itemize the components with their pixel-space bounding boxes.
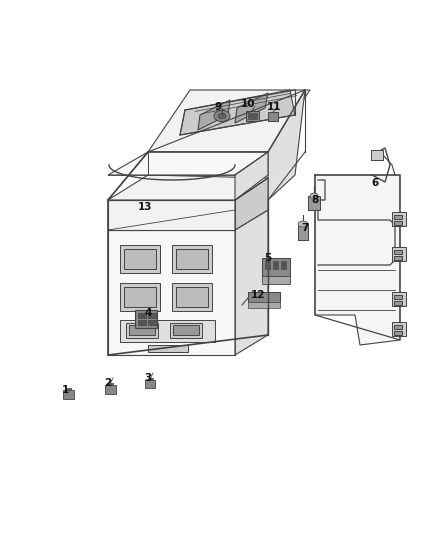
Bar bbox=[124, 287, 156, 307]
Bar bbox=[394, 331, 402, 335]
Text: 1: 1 bbox=[61, 385, 69, 395]
Polygon shape bbox=[235, 93, 268, 123]
Bar bbox=[394, 250, 402, 254]
Bar bbox=[176, 287, 208, 307]
Text: 7: 7 bbox=[301, 223, 309, 233]
Bar bbox=[105, 385, 116, 394]
Bar bbox=[135, 310, 157, 328]
Polygon shape bbox=[315, 175, 400, 345]
Bar bbox=[120, 320, 215, 342]
Ellipse shape bbox=[298, 221, 308, 227]
Bar bbox=[172, 245, 212, 273]
Bar bbox=[108, 383, 113, 385]
Bar bbox=[248, 302, 280, 308]
Bar bbox=[371, 150, 383, 160]
Bar bbox=[262, 258, 290, 276]
Bar bbox=[392, 247, 406, 261]
Bar bbox=[392, 322, 406, 336]
Text: 13: 13 bbox=[138, 202, 152, 212]
Bar bbox=[172, 283, 212, 311]
Ellipse shape bbox=[214, 110, 230, 122]
Bar bbox=[138, 320, 146, 325]
Bar bbox=[170, 323, 202, 338]
Bar bbox=[148, 378, 153, 380]
Bar bbox=[253, 113, 257, 119]
Bar bbox=[308, 196, 320, 210]
Text: 4: 4 bbox=[144, 308, 152, 318]
Bar bbox=[176, 249, 208, 269]
Ellipse shape bbox=[218, 113, 226, 119]
Polygon shape bbox=[108, 175, 268, 200]
Bar bbox=[273, 261, 278, 269]
Bar bbox=[145, 380, 155, 388]
Bar bbox=[138, 313, 146, 318]
Bar bbox=[394, 295, 402, 299]
Bar bbox=[392, 292, 406, 306]
Bar bbox=[394, 325, 402, 329]
Bar bbox=[148, 345, 188, 352]
Bar bbox=[268, 112, 278, 121]
Bar bbox=[281, 261, 286, 269]
Polygon shape bbox=[235, 210, 268, 355]
Bar bbox=[248, 292, 280, 302]
Bar bbox=[262, 276, 290, 284]
Bar bbox=[63, 390, 74, 399]
Bar bbox=[173, 325, 199, 335]
Bar bbox=[126, 323, 158, 338]
Text: 2: 2 bbox=[104, 378, 112, 388]
Polygon shape bbox=[180, 90, 295, 135]
Text: 8: 8 bbox=[311, 195, 318, 205]
Text: 10: 10 bbox=[241, 99, 255, 109]
Bar bbox=[265, 261, 270, 269]
Bar bbox=[129, 325, 155, 335]
Polygon shape bbox=[108, 200, 235, 230]
Text: 3: 3 bbox=[145, 373, 152, 383]
Bar bbox=[394, 221, 402, 225]
Text: 11: 11 bbox=[267, 102, 281, 112]
Polygon shape bbox=[198, 100, 230, 130]
Ellipse shape bbox=[310, 193, 318, 199]
Text: 9: 9 bbox=[215, 102, 222, 112]
Polygon shape bbox=[235, 178, 268, 230]
Bar bbox=[66, 388, 71, 390]
Bar bbox=[394, 301, 402, 305]
Polygon shape bbox=[268, 90, 305, 200]
Bar bbox=[248, 113, 252, 119]
Bar bbox=[394, 256, 402, 260]
Bar bbox=[246, 111, 259, 121]
Text: 6: 6 bbox=[371, 178, 378, 188]
Polygon shape bbox=[148, 90, 310, 152]
Polygon shape bbox=[108, 230, 235, 355]
Bar bbox=[120, 283, 160, 311]
Bar bbox=[148, 313, 156, 318]
Bar bbox=[120, 245, 160, 273]
Text: 5: 5 bbox=[265, 253, 272, 263]
Bar bbox=[394, 215, 402, 219]
Polygon shape bbox=[108, 152, 268, 175]
Text: 12: 12 bbox=[251, 290, 265, 300]
Bar bbox=[124, 249, 156, 269]
Bar bbox=[148, 320, 156, 325]
Bar bbox=[392, 212, 406, 226]
Polygon shape bbox=[235, 152, 268, 200]
Bar bbox=[298, 224, 308, 240]
